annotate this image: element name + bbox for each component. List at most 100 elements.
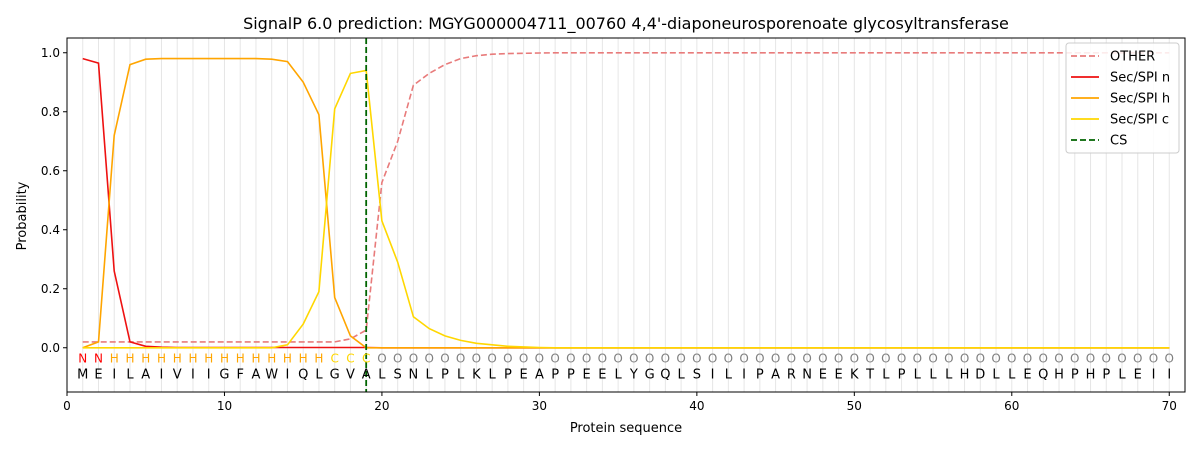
series-line-other bbox=[82, 51, 1170, 343]
region-label: O bbox=[550, 352, 559, 366]
x-tick-label: 0 bbox=[63, 399, 71, 413]
residue-label: A bbox=[252, 368, 261, 383]
residue-label: I bbox=[286, 368, 290, 383]
region-label: O bbox=[535, 352, 544, 366]
residue-label: E bbox=[1023, 368, 1031, 383]
region-label: O bbox=[1102, 352, 1111, 366]
residue-label: Q bbox=[660, 368, 670, 383]
residue-label: I bbox=[191, 368, 195, 383]
region-label: H bbox=[204, 352, 213, 366]
legend-entry: Sec/SPI h bbox=[1110, 92, 1170, 107]
residue-label: Q bbox=[1038, 368, 1048, 383]
region-label: H bbox=[141, 352, 150, 366]
region-label: O bbox=[991, 352, 1000, 366]
region-label: O bbox=[724, 352, 733, 366]
region-label: O bbox=[1149, 352, 1158, 366]
residue-label: I bbox=[160, 368, 164, 383]
series-line-sec-spi-h bbox=[82, 57, 1170, 349]
residue-label: H bbox=[1086, 368, 1096, 383]
region-label: N bbox=[94, 352, 103, 366]
region-label: O bbox=[976, 352, 985, 366]
residue-label: G bbox=[330, 368, 340, 383]
legend-entry: OTHER bbox=[1110, 50, 1155, 65]
region-label: O bbox=[913, 352, 922, 366]
residue-label: L bbox=[1008, 368, 1016, 383]
residue-label: H bbox=[960, 368, 970, 383]
region-label: O bbox=[566, 352, 575, 366]
region-label: O bbox=[393, 352, 402, 366]
region-label: O bbox=[865, 352, 874, 366]
region-label: O bbox=[1086, 352, 1095, 366]
region-label: O bbox=[928, 352, 937, 366]
x-tick-label: 60 bbox=[1004, 399, 1019, 413]
region-label: O bbox=[456, 352, 465, 366]
series-line-sec-spi-n bbox=[82, 57, 1170, 349]
region-label: H bbox=[236, 352, 245, 366]
residue-label: P bbox=[1071, 368, 1079, 383]
region-label: O bbox=[692, 352, 701, 366]
region-label: O bbox=[503, 352, 512, 366]
y-tick-label: 0.6 bbox=[41, 164, 60, 178]
residue-label: K bbox=[850, 368, 859, 383]
residue-label: I bbox=[742, 368, 746, 383]
residue-label: V bbox=[173, 368, 182, 383]
region-label: O bbox=[613, 352, 622, 366]
region-label: O bbox=[1007, 352, 1016, 366]
residue-label: K bbox=[472, 368, 481, 383]
residue-label: P bbox=[898, 368, 906, 383]
residue-label: S bbox=[394, 368, 402, 383]
region-label: H bbox=[220, 352, 229, 366]
residue-label: I bbox=[112, 368, 116, 383]
series-line-sec-spi-c bbox=[82, 69, 1170, 349]
residue-label: P bbox=[504, 368, 512, 383]
residue-label: L bbox=[426, 368, 434, 383]
region-label: O bbox=[1039, 352, 1048, 366]
region-label: O bbox=[755, 352, 764, 366]
residue-label: E bbox=[598, 368, 606, 383]
residue-label: L bbox=[914, 368, 922, 383]
residue-label: E bbox=[520, 368, 528, 383]
residue-label: A bbox=[141, 368, 150, 383]
region-label: H bbox=[173, 352, 182, 366]
x-tick-label: 10 bbox=[217, 399, 232, 413]
region-label: O bbox=[834, 352, 843, 366]
legend-entry: Sec/SPI n bbox=[1110, 71, 1170, 86]
x-axis-label: Protein sequence bbox=[570, 421, 682, 436]
residue-label: G bbox=[219, 368, 229, 383]
residue-label: L bbox=[1118, 368, 1126, 383]
legend-box bbox=[1065, 42, 1180, 154]
residue-label: L bbox=[315, 368, 323, 383]
residue-label: M bbox=[77, 368, 88, 383]
region-label: O bbox=[897, 352, 906, 366]
region-label: O bbox=[676, 352, 685, 366]
region-label: O bbox=[850, 352, 859, 366]
region-label: O bbox=[802, 352, 811, 366]
residue-label: F bbox=[236, 368, 243, 383]
residue-label: Y bbox=[629, 368, 638, 383]
residue-label: L bbox=[929, 368, 937, 383]
residue-label: L bbox=[615, 368, 623, 383]
region-label: H bbox=[125, 352, 134, 366]
region-label: O bbox=[1023, 352, 1032, 366]
residue-label: V bbox=[346, 368, 355, 383]
region-label: O bbox=[598, 352, 607, 366]
x-tick-label: 30 bbox=[532, 399, 547, 413]
residue-label: E bbox=[94, 368, 102, 383]
region-label: O bbox=[818, 352, 827, 366]
region-label: O bbox=[1070, 352, 1079, 366]
grid-layer bbox=[82, 38, 1170, 392]
region-label: H bbox=[251, 352, 260, 366]
residue-label: D bbox=[975, 368, 985, 383]
region-label: O bbox=[1117, 352, 1126, 366]
region-label: O bbox=[944, 352, 953, 366]
region-label: O bbox=[708, 352, 717, 366]
residue-label: P bbox=[567, 368, 575, 383]
residue-label: L bbox=[725, 368, 733, 383]
series-layer bbox=[82, 38, 1170, 392]
residue-label: A bbox=[535, 368, 544, 383]
region-label: O bbox=[440, 352, 449, 366]
legend-entry: Sec/SPI c bbox=[1110, 113, 1169, 128]
residue-label: A bbox=[771, 368, 780, 383]
region-label: O bbox=[661, 352, 670, 366]
